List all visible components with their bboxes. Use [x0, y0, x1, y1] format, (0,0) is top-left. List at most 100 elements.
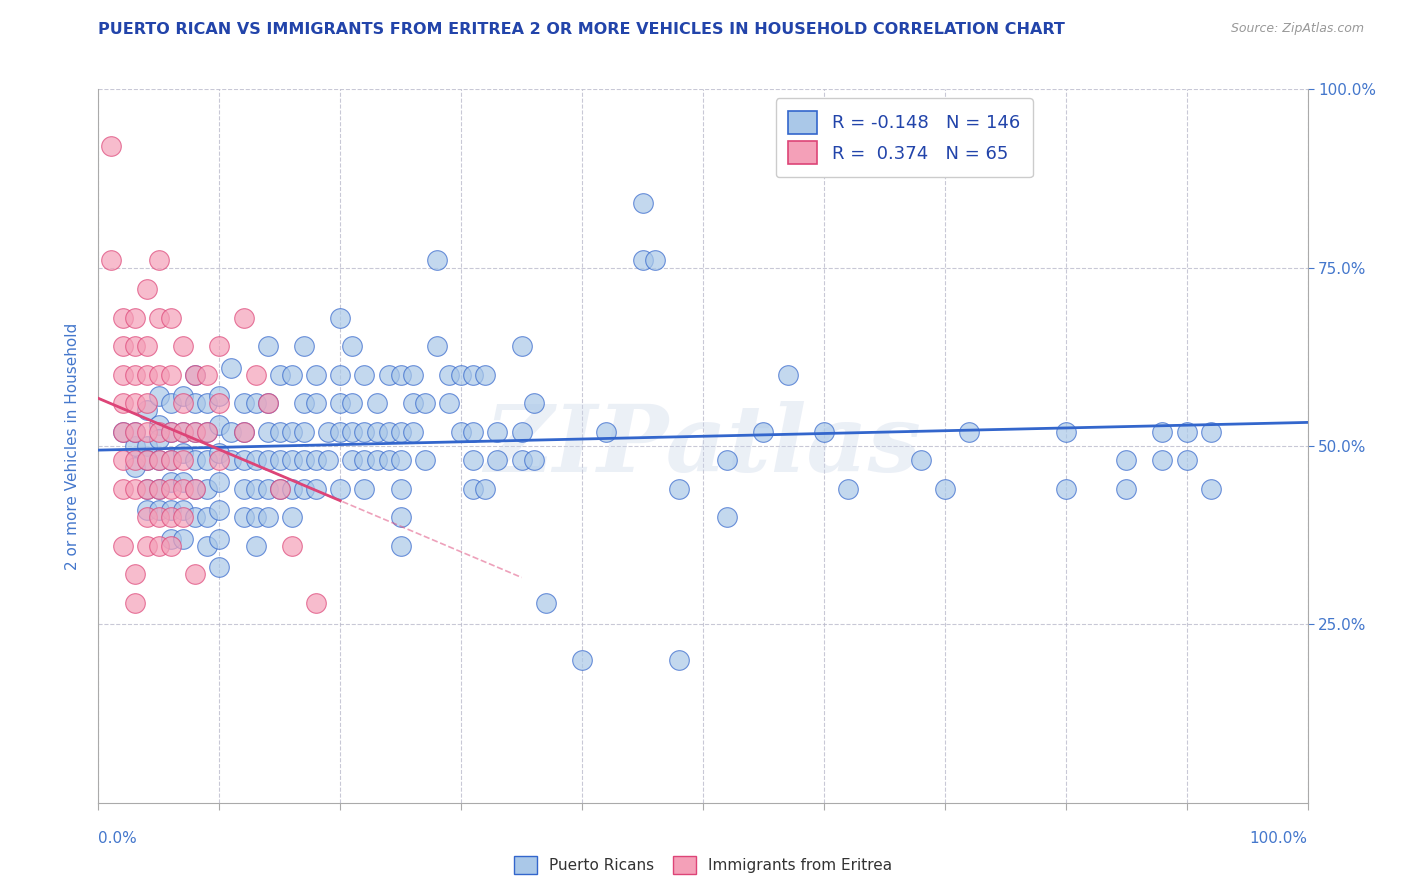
Point [195, 425, 218, 439]
Point [571, 653, 593, 667]
Point [281, 453, 304, 467]
Point [135, 503, 157, 517]
Point [135, 425, 157, 439]
Point [208, 417, 231, 432]
Point [232, 396, 254, 410]
Point [342, 453, 364, 467]
Point [292, 482, 315, 496]
Point [256, 396, 278, 410]
Point [595, 425, 617, 439]
Point [1152, 425, 1174, 439]
Point [292, 425, 315, 439]
Point [111, 396, 134, 410]
Point [292, 453, 315, 467]
Point [160, 310, 183, 325]
Point [148, 368, 170, 382]
Point [342, 339, 364, 353]
Point [184, 482, 207, 496]
Point [510, 453, 533, 467]
Point [208, 389, 231, 403]
Point [124, 425, 146, 439]
Point [148, 510, 170, 524]
Point [148, 425, 170, 439]
Point [172, 425, 194, 439]
Point [111, 425, 134, 439]
Point [184, 425, 207, 439]
Point [172, 453, 194, 467]
Point [402, 396, 425, 410]
Point [208, 453, 231, 467]
Point [160, 510, 183, 524]
Point [1199, 482, 1222, 496]
Point [148, 453, 170, 467]
Point [208, 475, 231, 489]
Point [631, 196, 654, 211]
Point [245, 539, 267, 553]
Point [366, 396, 388, 410]
Point [195, 368, 218, 382]
Point [195, 482, 218, 496]
Point [124, 482, 146, 496]
Point [124, 310, 146, 325]
Point [486, 453, 509, 467]
Point [437, 396, 460, 410]
Point [111, 453, 134, 467]
Point [160, 482, 183, 496]
Point [716, 453, 738, 467]
Point [716, 510, 738, 524]
Point [195, 396, 218, 410]
Point [135, 453, 157, 467]
Point [305, 596, 328, 610]
Point [523, 396, 546, 410]
Point [413, 453, 436, 467]
Point [644, 253, 666, 268]
Point [402, 368, 425, 382]
Point [184, 482, 207, 496]
Point [1054, 482, 1077, 496]
Text: ZIPatlas: ZIPatlas [485, 401, 921, 491]
Point [631, 253, 654, 268]
Point [486, 425, 509, 439]
Point [366, 453, 388, 467]
Point [111, 310, 134, 325]
Point [245, 368, 267, 382]
Point [148, 482, 170, 496]
Point [160, 475, 183, 489]
Point [437, 368, 460, 382]
Point [292, 339, 315, 353]
Point [463, 368, 485, 382]
Point [1175, 425, 1198, 439]
Point [329, 310, 352, 325]
Point [342, 396, 364, 410]
Point [135, 482, 157, 496]
Point [148, 432, 170, 446]
Point [160, 503, 183, 517]
Point [450, 368, 472, 382]
Point [329, 396, 352, 410]
Point [523, 453, 546, 467]
Point [124, 339, 146, 353]
Point [232, 453, 254, 467]
Point [305, 453, 328, 467]
Point [232, 482, 254, 496]
Point [281, 368, 304, 382]
Point [474, 368, 496, 382]
Point [389, 539, 412, 553]
Point [389, 510, 412, 524]
Point [148, 310, 170, 325]
Point [256, 453, 278, 467]
Point [269, 482, 291, 496]
Point [776, 368, 799, 382]
Point [208, 396, 231, 410]
Point [463, 482, 485, 496]
Point [111, 425, 134, 439]
Point [172, 482, 194, 496]
Point [148, 389, 170, 403]
Point [184, 425, 207, 439]
Point [377, 368, 399, 382]
Point [172, 396, 194, 410]
Point [232, 510, 254, 524]
Point [100, 139, 122, 153]
Point [1054, 425, 1077, 439]
Point [135, 368, 157, 382]
